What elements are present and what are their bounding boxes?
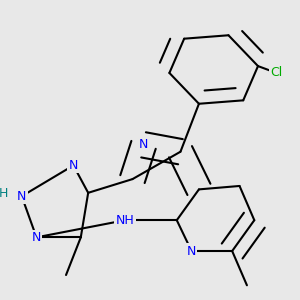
Text: Cl: Cl (270, 66, 283, 80)
Text: N: N (17, 190, 26, 203)
Text: H: H (0, 187, 8, 200)
Text: NH: NH (116, 214, 134, 227)
Text: N: N (139, 138, 148, 152)
Text: N: N (187, 244, 196, 257)
Text: N: N (32, 231, 41, 244)
Text: N: N (69, 159, 78, 172)
